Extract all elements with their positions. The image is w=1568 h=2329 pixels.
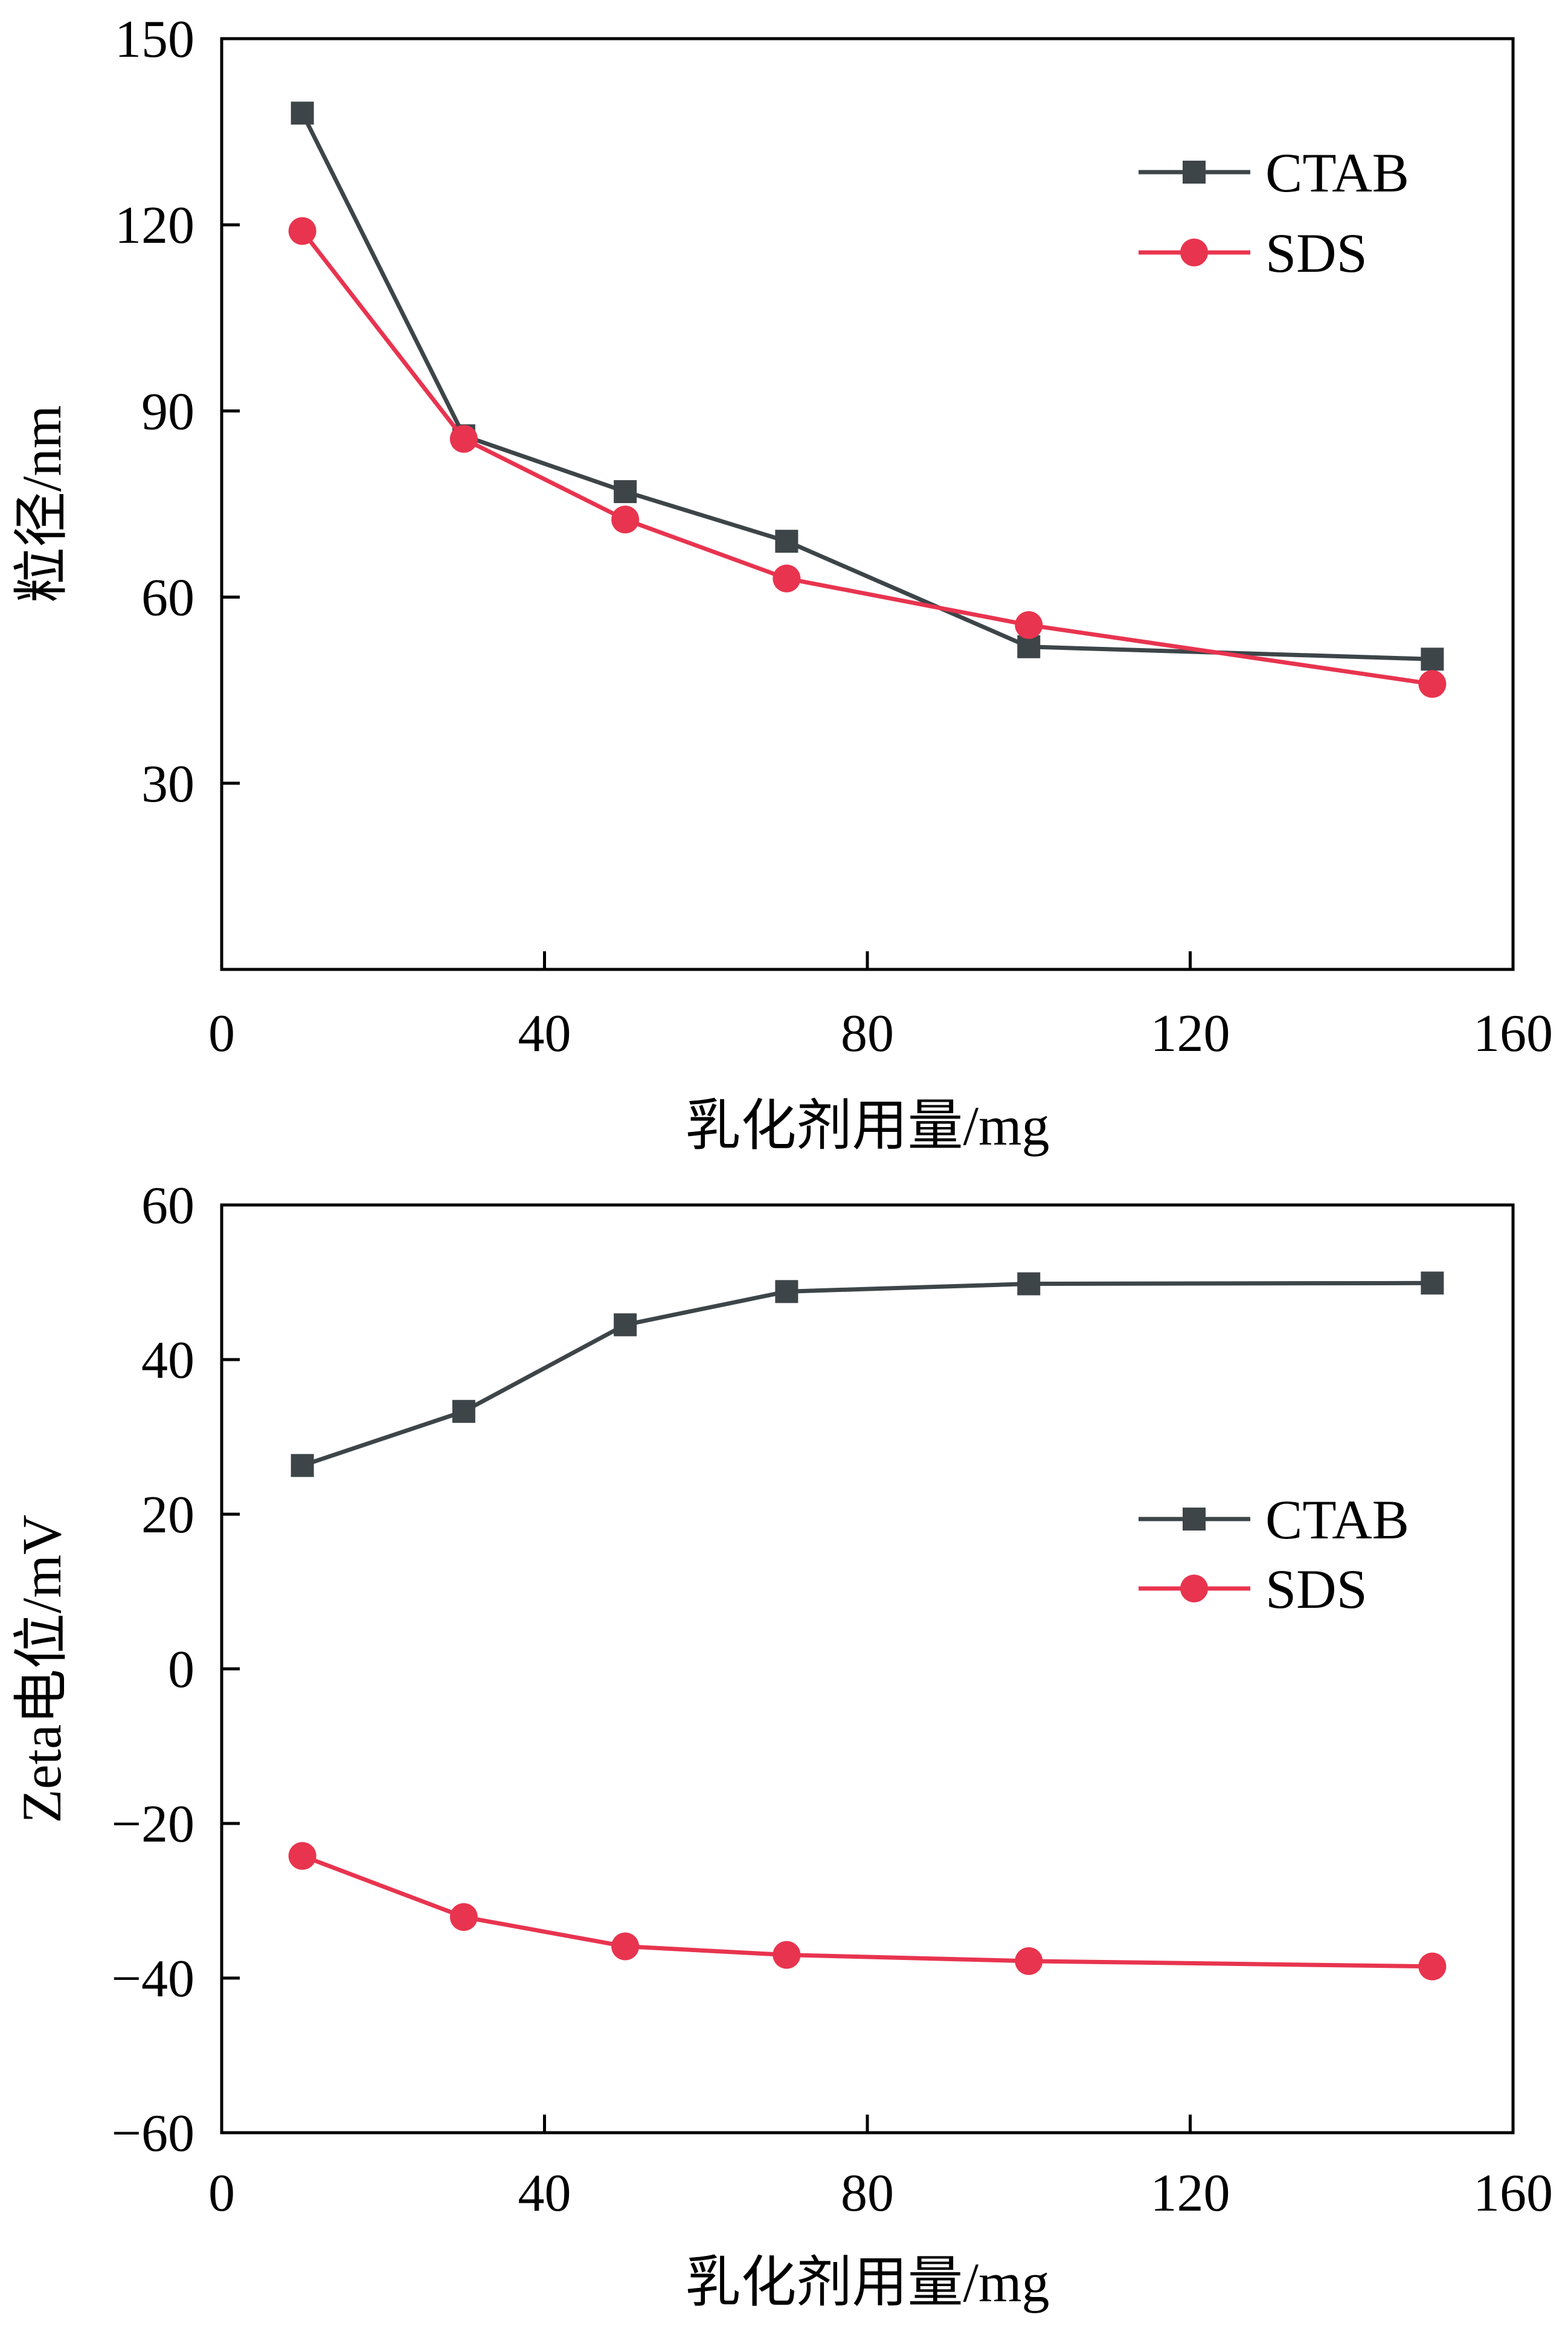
legend-marker [1183,1508,1206,1531]
series-sds [288,217,1447,698]
series-line [301,1280,1433,1468]
circle-marker [1418,1952,1447,1980]
legend-label: SDS [1265,1558,1367,1620]
chart-1: 30 60 90 120 150 0 40 80 120 160 乳化剂用量/mg 粒径/nm CTAB… [11,10,1553,1157]
series-ctab [291,1271,1444,1477]
x-tick-label: 120 [1151,1004,1230,1063]
x-tick-label: 80 [841,2164,894,2223]
plot-frame [220,1203,1515,2135]
circle-marker [1015,611,1043,639]
circle-marker [288,217,316,245]
circle-marker [449,1903,478,1931]
square-marker [1017,635,1041,658]
square-marker [775,530,798,553]
square-marker [291,1454,314,1477]
y-tick-label: 0 [168,1640,194,1699]
circle-marker [1015,1947,1043,1975]
legend-marker [1180,1575,1208,1602]
x-axis-title: 乳化剂用量/mg [685,1095,1049,1157]
series-sds [288,1842,1447,1980]
square-marker [614,480,637,503]
series-line [300,112,1433,661]
y-axis-title: Zeta电位/mV [11,1515,72,1823]
square-marker [291,101,314,125]
legend-marker [1180,239,1208,266]
y-tick-label: 150 [115,10,194,69]
y-tick-label: 90 [141,382,194,441]
y-tick-label: 30 [141,755,194,814]
legend-label: CTAB [1265,1489,1409,1550]
square-marker [775,1280,798,1303]
square-marker [614,1313,637,1337]
x-tick-label: 0 [208,1004,235,1063]
x-tick-label: 40 [518,1004,571,1063]
chart-2: −60 −40 −20 0 20 40 60 0 40 80 120 160 乳化剂用量/mg Zeta电… [11,1177,1553,2313]
circle-marker [773,1941,801,1969]
square-marker [1421,1271,1444,1295]
y-tick-label: 60 [141,569,194,628]
series-line [301,1854,1433,1969]
legend-label: SDS [1265,222,1367,284]
y-tick-label: 120 [115,196,194,255]
x-tick-label: 160 [1473,2164,1553,2223]
circle-marker [449,425,478,453]
y-tick-label: −60 [111,2104,194,2163]
legend: CTAB SDS [1139,1489,1409,1620]
x-tick-label: 120 [1151,2164,1230,2223]
square-marker [1017,1272,1041,1296]
circle-marker [288,1842,316,1870]
legend-marker [1183,161,1206,184]
circle-marker [773,564,801,593]
square-marker [1421,647,1444,671]
y-tick-label: −40 [111,1950,194,2008]
square-marker [452,1399,475,1423]
y-tick-label: 20 [141,1486,194,1544]
y-tick-label: −20 [111,1795,194,1854]
circle-marker [1418,670,1447,698]
y-axis-title: 粒径/nm [11,405,72,603]
legend-label: CTAB [1265,142,1409,204]
circle-marker [611,1932,640,1961]
x-tick-label: 40 [518,2164,571,2223]
circle-marker [611,506,640,534]
y-tick-label: 40 [141,1331,194,1390]
x-tick-label: 160 [1473,1004,1553,1063]
x-axis-title: 乳化剂用量/mg [685,2252,1049,2313]
x-tick-label: 80 [841,1004,894,1063]
series-line [300,230,1433,686]
legend: CTAB SDS [1139,142,1409,284]
x-tick-label: 0 [208,2164,235,2223]
y-tick-label: 60 [141,1177,194,1235]
